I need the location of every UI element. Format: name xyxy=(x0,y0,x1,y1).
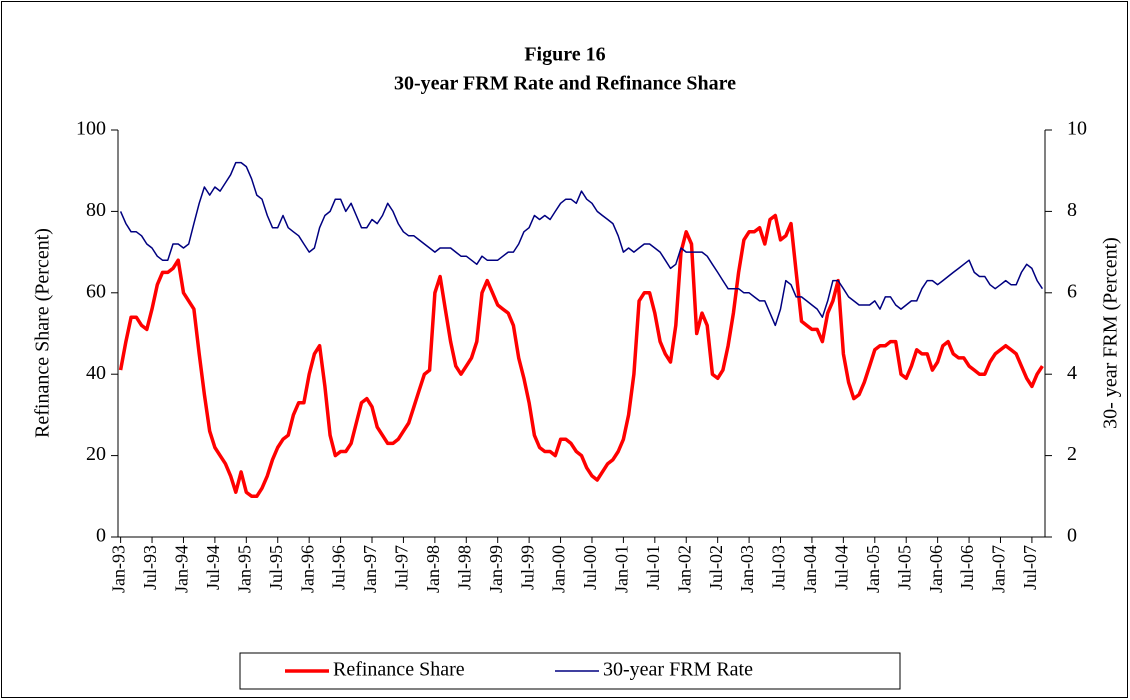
x-tick-label: Jul-97 xyxy=(392,545,412,590)
x-tick-label: Jul-93 xyxy=(140,545,160,590)
x-tick-label: Jul-00 xyxy=(580,545,600,590)
x-tick-label: Jan-04 xyxy=(800,545,820,593)
y2-tick-label: 2 xyxy=(1067,443,1077,465)
x-tick-label: Jan-02 xyxy=(674,545,694,593)
y-tick-label: 60 xyxy=(86,280,106,302)
y2-tick-label: 4 xyxy=(1067,362,1077,384)
x-tick-label: Jul-02 xyxy=(706,545,726,590)
chart-subtitle: 30-year FRM Rate and Refinance Share xyxy=(394,73,736,95)
x-tick-label: Jan-03 xyxy=(737,545,757,593)
y-tick-label: 40 xyxy=(86,362,106,384)
x-tick-label: Jan-07 xyxy=(989,545,1009,593)
x-tick-label: Jul-99 xyxy=(517,545,537,590)
x-tick-label: Jan-93 xyxy=(109,545,129,593)
series-line xyxy=(119,161,1044,327)
x-tick-label: Jul-94 xyxy=(203,545,223,590)
x-tick-label: Jul-05 xyxy=(894,545,914,590)
y2-tick-label: 8 xyxy=(1067,199,1077,221)
x-tick-label: Jul-98 xyxy=(454,545,474,590)
x-tick-label: Jul-07 xyxy=(1020,545,1040,590)
x-tick-label: Jan-95 xyxy=(234,545,254,593)
y-tick-label: 80 xyxy=(86,199,106,221)
x-tick-label: Jan-00 xyxy=(549,545,569,593)
x-tick-label: Jul-96 xyxy=(329,545,349,590)
legend-label: 30-year FRM Rate xyxy=(603,659,753,681)
x-tick-label: Jul-04 xyxy=(831,545,851,590)
y-axis-label: Refinance Share (Percent) xyxy=(32,228,54,438)
y2-axis-label: 30- year FRM (Percent) xyxy=(1100,237,1122,429)
y-tick-label: 100 xyxy=(76,118,106,140)
x-tick-label: Jul-01 xyxy=(643,545,663,590)
y-tick-label: 20 xyxy=(86,443,106,465)
y2-tick-label: 6 xyxy=(1067,280,1077,302)
chart-title: Figure 16 xyxy=(524,44,605,66)
x-tick-label: Jan-94 xyxy=(172,545,192,593)
x-tick-label: Jan-05 xyxy=(863,545,883,593)
legend-label: Refinance Share xyxy=(333,659,465,681)
y2-tick-label: 10 xyxy=(1067,118,1087,140)
x-tick-label: Jan-96 xyxy=(297,545,317,593)
x-tick-label: Jan-97 xyxy=(360,545,380,593)
x-tick-label: Jan-06 xyxy=(926,545,946,593)
y2-tick-label: 0 xyxy=(1067,525,1077,547)
x-tick-label: Jul-95 xyxy=(266,545,286,590)
x-tick-label: Jan-01 xyxy=(612,545,632,593)
x-tick-label: Jul-03 xyxy=(769,545,789,590)
x-tick-label: Jul-06 xyxy=(957,545,977,590)
x-tick-label: Jan-98 xyxy=(423,545,443,593)
y-tick-label: 0 xyxy=(96,525,106,547)
series-line xyxy=(118,213,1044,499)
x-tick-label: Jan-99 xyxy=(486,545,506,593)
